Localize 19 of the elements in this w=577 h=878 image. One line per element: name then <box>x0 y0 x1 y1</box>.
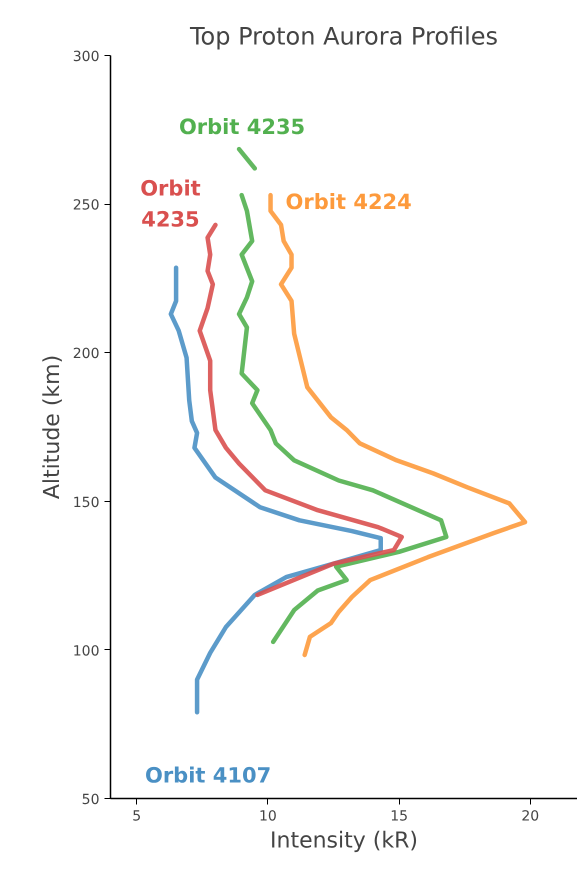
y-tick-label: 100 <box>72 643 100 660</box>
text: Orbit 4107 <box>144 763 272 788</box>
series-label: Orbit 4235 <box>178 115 306 140</box>
x-tick-label: 5 <box>132 808 142 824</box>
x-tick-label: 10 <box>259 808 277 824</box>
line-series <box>268 192 528 658</box>
x-tick-label: 15 <box>390 808 408 824</box>
y-tick-label: 200 <box>72 346 100 362</box>
y-tick-label: 300 <box>72 49 100 65</box>
chart-title: Top Proton Aurora Profiles <box>188 22 498 50</box>
x-axis-title: Intensity (kR) <box>270 828 418 854</box>
line-series <box>197 222 404 598</box>
y-axis-title: Altitude (km) <box>40 354 65 500</box>
series-label: Orbit 4235 <box>140 176 201 232</box>
y-tick-label: 150 <box>72 494 100 511</box>
y-tick-label: 50 <box>82 792 100 808</box>
series-label: Orbit 4224 <box>286 190 412 214</box>
x-tick-label: 20 <box>521 808 540 824</box>
y-tick-label: 250 <box>72 198 100 214</box>
